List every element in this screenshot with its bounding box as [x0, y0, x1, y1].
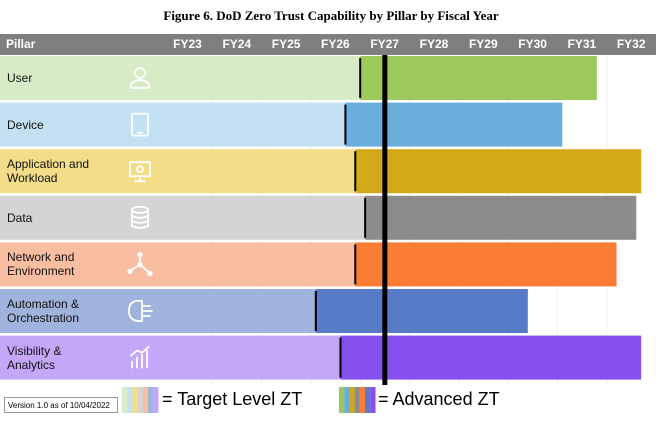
- year-label-fy32: FY32: [616, 37, 646, 51]
- legend-advanced-swatch: [354, 387, 360, 413]
- automation-icon: [128, 299, 153, 322]
- version-note: Version 1.0 as of 10/04/2022: [4, 397, 118, 413]
- year-label-fy25: FY25: [271, 37, 301, 51]
- bar-advanced-visibility-analytics: [340, 335, 642, 380]
- network-icon-node: [147, 270, 153, 276]
- bar-advanced-automation-orchestration: [315, 289, 528, 333]
- network-icon-node: [137, 261, 143, 267]
- year-label-fy28: FY28: [419, 37, 449, 51]
- analytics-icon-trend: [130, 345, 150, 357]
- figure-title: Figure 6. DoD Zero Trust Capability by P…: [163, 8, 499, 23]
- data-icon-ring1: [131, 214, 149, 219]
- legend-advanced-swatch: [370, 387, 376, 413]
- header-pillar-label: Pillar: [6, 37, 36, 51]
- year-label-fy23: FY23: [173, 37, 202, 51]
- pillar-label-network-and-environment: Network and Environment: [7, 250, 75, 279]
- bar-target-visibility-analytics: [0, 335, 341, 380]
- legend-target-swatch: [153, 387, 159, 413]
- legend-advanced-swatch: [349, 387, 355, 413]
- device-icon: [131, 112, 149, 137]
- network-icon-node: [137, 251, 143, 257]
- pillar-label-visibility-analytics: Visibility & Analytics: [7, 343, 62, 372]
- pillar-label-automation-orchestration: Automation & Orchestration: [7, 297, 80, 325]
- bar-target-device: [0, 102, 346, 147]
- legend-advanced-swatch: [339, 387, 345, 413]
- year-label-fy31: FY31: [567, 37, 597, 51]
- legend-target-swatch: [142, 387, 149, 413]
- legend-target-swatch: [137, 387, 143, 413]
- bar-target-data: [0, 195, 366, 240]
- bar-target-automation-orchestration: [0, 289, 316, 333]
- analytics-icon: [130, 345, 150, 369]
- data-icon-side: [131, 208, 149, 229]
- legend-advanced-swatch: [359, 387, 366, 413]
- bar-advanced-network-and-environment: [355, 242, 617, 287]
- network-icon-node: [127, 268, 133, 274]
- bar-advanced-device: [345, 102, 563, 147]
- application-icon: [129, 161, 151, 183]
- pillar-label-device: Device: [7, 117, 44, 132]
- year-label-fy30: FY30: [518, 37, 547, 51]
- user-icon-body: [130, 79, 150, 89]
- legend-target-swatch: [127, 387, 133, 413]
- automation-icon-brain: [128, 299, 143, 322]
- device-icon-body: [131, 112, 149, 137]
- year-label-fy27: FY27: [370, 37, 400, 51]
- user-icon: [130, 67, 150, 89]
- bar-target-application-and-workload: [0, 149, 356, 194]
- pillar-label-data: Data: [7, 210, 33, 225]
- bar-advanced-user: [360, 56, 597, 100]
- network-icon: [127, 251, 153, 276]
- application-icon-gear: [136, 165, 144, 174]
- legend-advanced-label: = Advanced ZT: [378, 389, 500, 409]
- milestone-line: [382, 55, 388, 385]
- bar-advanced-application-and-workload: [355, 149, 642, 194]
- legend-advanced-swatch: [344, 387, 350, 413]
- bar-target-network-and-environment: [0, 242, 356, 287]
- year-label-fy26: FY26: [321, 37, 350, 51]
- header-bar: [0, 34, 656, 55]
- bars-group: [0, 55, 642, 385]
- legend-swatches: [122, 387, 376, 413]
- legend-target-swatch: [148, 387, 154, 413]
- bar-target-user: [0, 56, 361, 100]
- data-icon: [131, 205, 149, 229]
- year-label-fy24: FY24: [222, 37, 252, 51]
- legend-target-swatch: [122, 387, 128, 413]
- icons-group: [127, 67, 153, 369]
- pillar-label-user: User: [7, 71, 33, 85]
- legend-target-label: = Target Level ZT: [162, 389, 303, 409]
- pillar-label-application-and-workload: Application and Workload: [7, 157, 90, 186]
- data-icon-ring2: [131, 219, 149, 224]
- legend-advanced-swatch: [365, 387, 371, 413]
- year-label-fy29: FY29: [468, 37, 498, 51]
- bar-advanced-data: [365, 195, 637, 240]
- legend-target-swatch: [132, 387, 138, 413]
- user-icon-head: [134, 67, 146, 79]
